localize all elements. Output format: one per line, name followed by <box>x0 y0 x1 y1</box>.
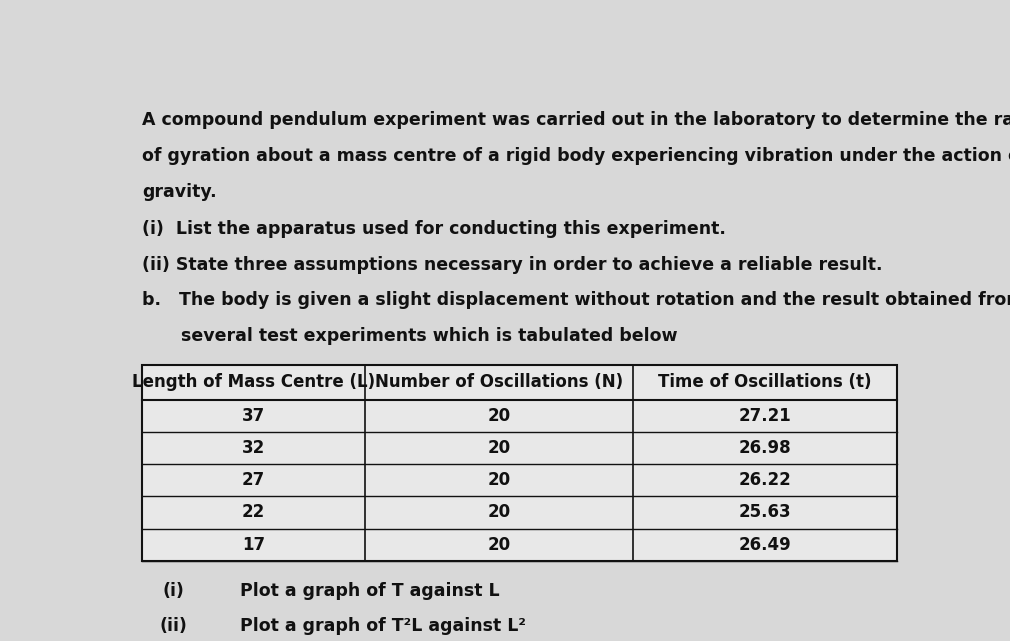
Text: gravity.: gravity. <box>141 183 216 201</box>
Text: 20: 20 <box>487 439 510 457</box>
Text: 20: 20 <box>487 503 510 522</box>
Text: 22: 22 <box>241 503 265 522</box>
Text: Time of Oscillations (t): Time of Oscillations (t) <box>659 374 872 392</box>
Text: b.   The body is given a slight displacement without rotation and the result obt: b. The body is given a slight displaceme… <box>141 291 1010 309</box>
Text: Plot a graph of T against L: Plot a graph of T against L <box>239 582 499 600</box>
Text: 17: 17 <box>241 536 265 554</box>
Text: 27.21: 27.21 <box>738 407 792 425</box>
Text: 26.49: 26.49 <box>738 536 792 554</box>
Text: A compound pendulum experiment was carried out in the laboratory to determine th: A compound pendulum experiment was carri… <box>141 112 1010 129</box>
Text: (i)  List the apparatus used for conducting this experiment.: (i) List the apparatus used for conducti… <box>141 220 726 238</box>
Bar <box>141 365 897 561</box>
Text: (ii) State three assumptions necessary in order to achieve a reliable result.: (ii) State three assumptions necessary i… <box>141 256 883 274</box>
Text: 37: 37 <box>241 407 265 425</box>
Text: Plot a graph of T²L against L²: Plot a graph of T²L against L² <box>239 617 526 635</box>
Text: 25.63: 25.63 <box>738 503 792 522</box>
Text: 27: 27 <box>241 471 265 490</box>
Text: Number of Oscillations (N): Number of Oscillations (N) <box>375 374 623 392</box>
Text: (i): (i) <box>163 582 184 600</box>
Text: 26.22: 26.22 <box>738 471 792 490</box>
Text: Length of Mass Centre (L): Length of Mass Centre (L) <box>131 374 375 392</box>
Text: 20: 20 <box>487 536 510 554</box>
Text: 20: 20 <box>487 471 510 490</box>
Text: 26.98: 26.98 <box>738 439 792 457</box>
Text: several test experiments which is tabulated below: several test experiments which is tabula… <box>181 327 678 345</box>
Text: of gyration about a mass centre of a rigid body experiencing vibration under the: of gyration about a mass centre of a rig… <box>141 147 1010 165</box>
Text: 20: 20 <box>487 407 510 425</box>
Text: (ii): (ii) <box>160 617 187 635</box>
Text: 32: 32 <box>241 439 265 457</box>
